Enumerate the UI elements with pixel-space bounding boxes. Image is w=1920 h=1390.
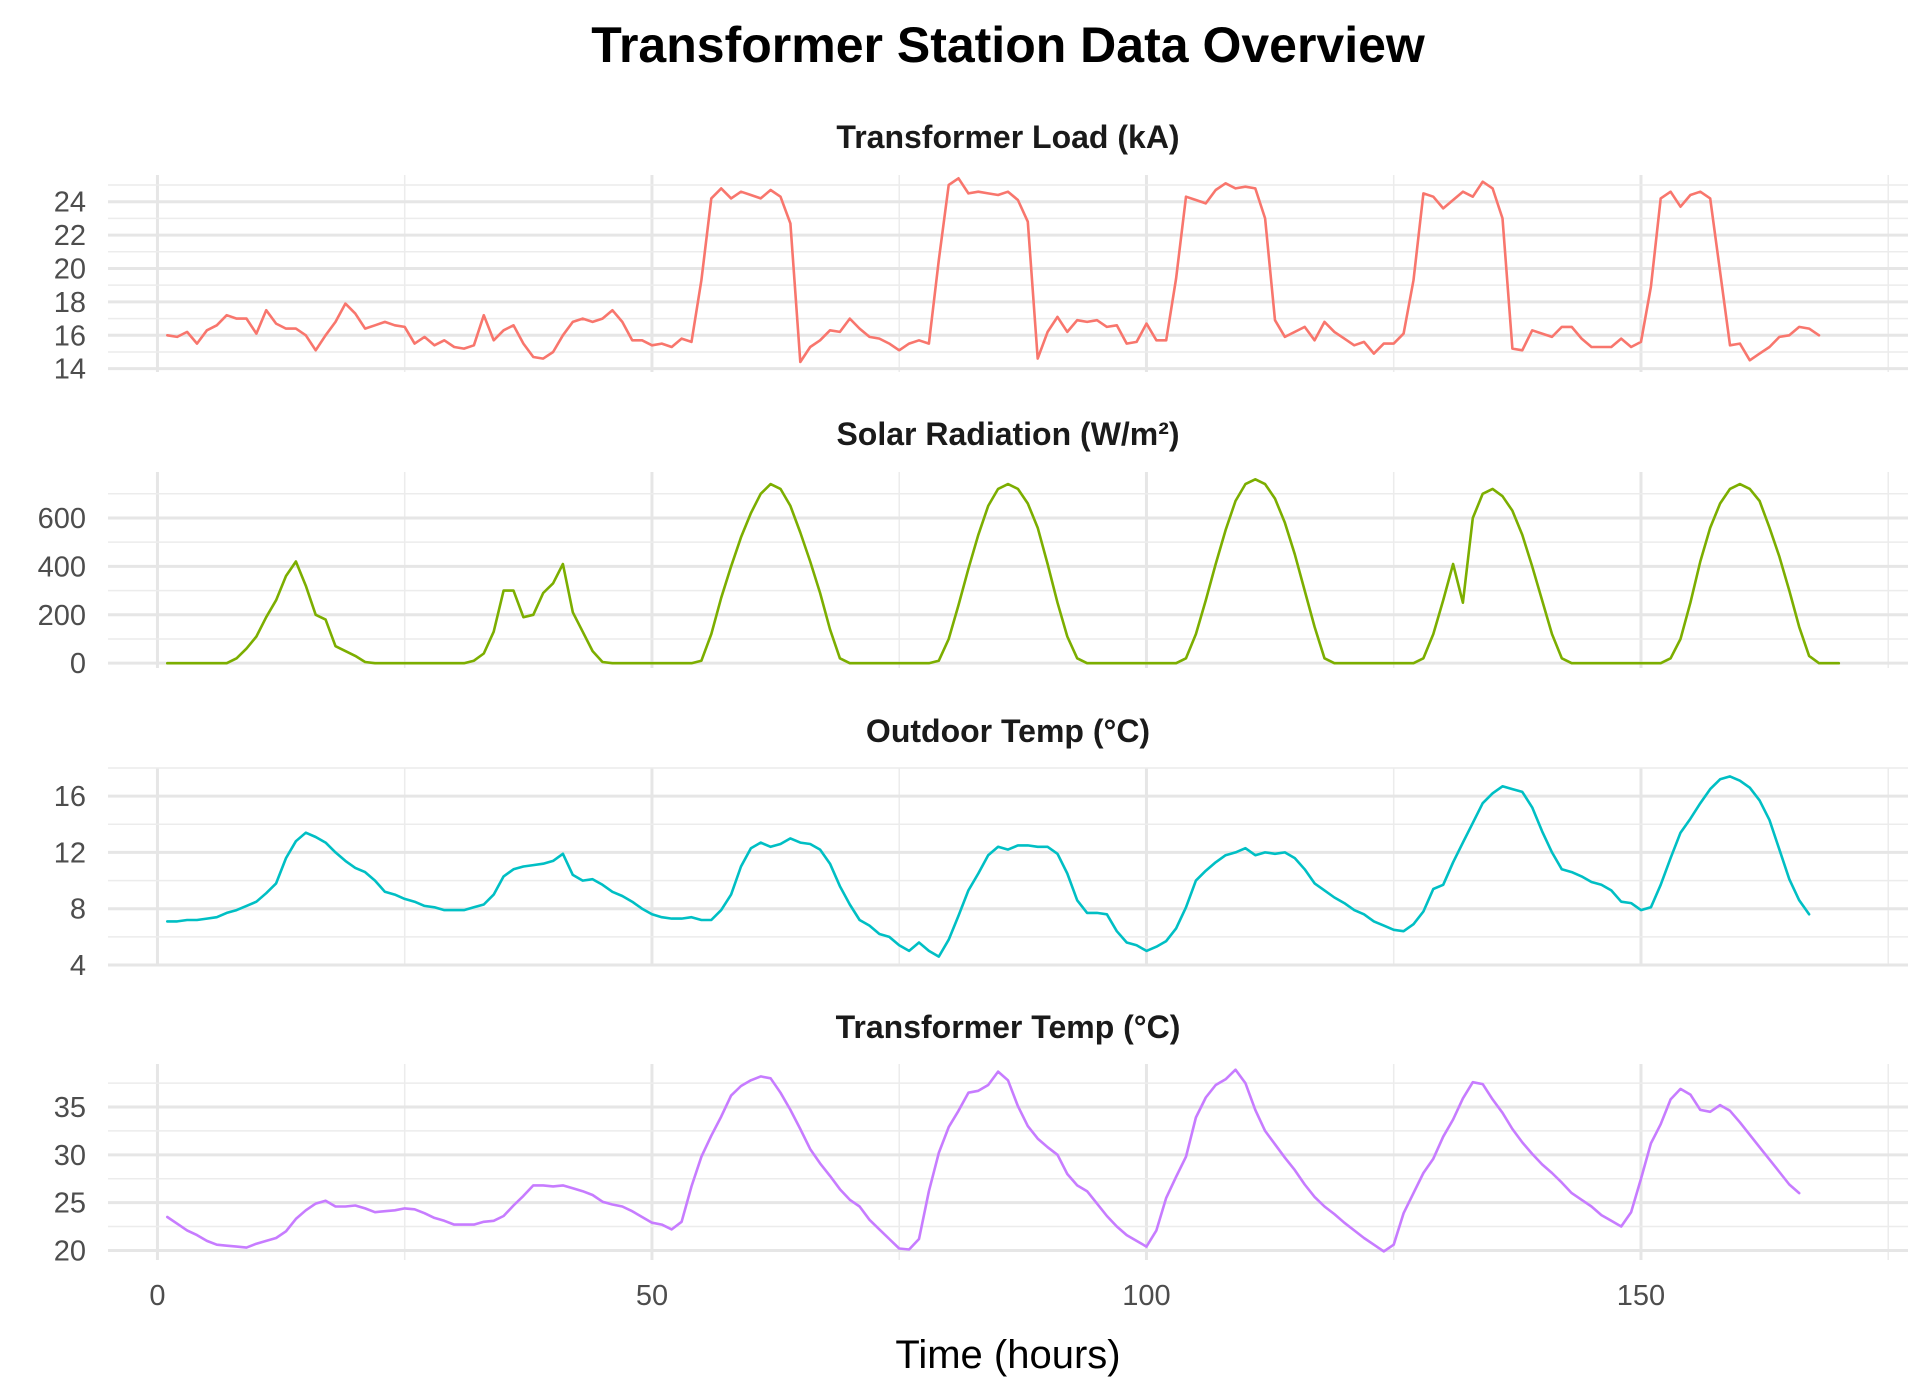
- y-tick-label: 600: [38, 503, 86, 535]
- x-axis-title: Time (hours): [895, 1333, 1120, 1377]
- y-tick-label: 8: [70, 894, 86, 926]
- panel-3: Outdoor Temp (°C) 4 8 12 16: [54, 713, 1908, 982]
- y-tick-label: 18: [54, 287, 86, 319]
- y-tick-label: 200: [38, 600, 86, 632]
- y-tick-label: 14: [54, 354, 86, 386]
- y-tick-label: 0: [70, 648, 86, 680]
- series-line: [166, 775, 1811, 958]
- panel-4: Transformer Temp (°C) 20 25 30 35: [54, 1009, 1908, 1267]
- series-line: [166, 477, 1841, 665]
- x-tick-label: 150: [1617, 1280, 1665, 1312]
- y-tick-label: 4: [70, 950, 86, 982]
- panel-title: Outdoor Temp (°C): [866, 713, 1150, 749]
- y-tick-label: 16: [54, 320, 86, 352]
- y-tick-label: 20: [54, 1235, 86, 1267]
- series-line: [166, 1068, 1801, 1253]
- panel-title: Transformer Load (kA): [836, 119, 1179, 155]
- chart-title: Transformer Station Data Overview: [591, 17, 1425, 73]
- x-tick-label: 100: [1122, 1280, 1170, 1312]
- panel-2: Solar Radiation (W/m²) 0 200 400 600: [38, 416, 1908, 680]
- y-tick-label: 12: [54, 837, 86, 869]
- panel-title: Solar Radiation (W/m²): [836, 416, 1179, 452]
- y-tick-label: 16: [54, 781, 86, 813]
- x-axis: 0 50 100 150: [149, 1280, 1665, 1312]
- y-tick-label: 22: [54, 220, 86, 252]
- x-tick-label: 50: [636, 1280, 668, 1312]
- panel-title: Transformer Temp (°C): [836, 1009, 1181, 1045]
- y-tick-label: 20: [54, 253, 86, 285]
- y-tick-label: 30: [54, 1140, 86, 1172]
- y-tick-label: 24: [54, 187, 86, 219]
- y-tick-label: 35: [54, 1092, 86, 1124]
- x-tick-label: 0: [149, 1280, 165, 1312]
- y-tick-label: 25: [54, 1188, 86, 1220]
- series-line: [166, 177, 1821, 364]
- y-tick-label: 400: [38, 551, 86, 583]
